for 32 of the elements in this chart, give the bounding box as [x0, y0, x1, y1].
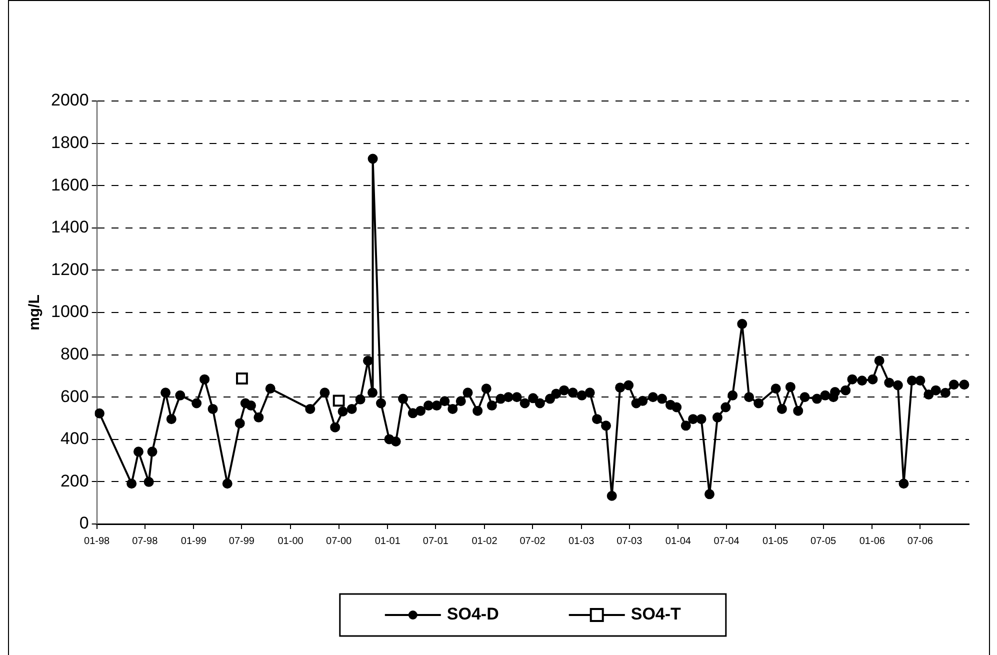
legend-label: SO4-T	[630, 604, 682, 624]
x-tick-label: 07-99	[228, 536, 255, 547]
y-tick-label: 400	[60, 429, 89, 448]
x-tick-label: 07-06	[907, 536, 934, 547]
y-axis-title: mg/L	[26, 294, 44, 330]
x-tick-label: 01-98	[84, 536, 110, 547]
y-tick-label: 1600	[50, 175, 89, 194]
x-tick-label: 01-06	[859, 536, 886, 547]
x-tick-label: 07-01	[422, 536, 449, 547]
x-tick-label: 01-04	[665, 536, 692, 547]
x-tick-label: 01-03	[568, 536, 595, 547]
y-tick-label: 1200	[50, 260, 89, 279]
y-tick-label: 200	[60, 471, 89, 490]
x-tick-label: 07-03	[616, 536, 643, 547]
y-tick-label: 0	[79, 514, 89, 533]
y-tick-label: 2000	[50, 90, 89, 110]
x-tick-label: 07-04	[714, 536, 740, 547]
y-tick-label: 1000	[50, 302, 89, 322]
x-tick-label: 07-98	[132, 536, 158, 547]
y-tick-label: 600	[60, 386, 89, 406]
x-tick-label: 07-02	[520, 536, 546, 547]
x-tick-label: 01-02	[472, 536, 498, 547]
x-tick-label: 07-05	[810, 536, 837, 547]
x-tick-label: 01-05	[762, 536, 789, 547]
x-tick-label: 01-01	[374, 536, 401, 547]
legend-label: SO4-D	[446, 604, 499, 624]
y-tick-label: 1400	[50, 218, 89, 237]
x-tick-label: 01-00	[278, 536, 304, 547]
y-tick-label: 800	[60, 344, 89, 364]
x-tick-label: 07-00	[326, 536, 352, 547]
y-tick-label: 1800	[50, 132, 89, 152]
x-tick-label: 01-99	[180, 536, 207, 547]
